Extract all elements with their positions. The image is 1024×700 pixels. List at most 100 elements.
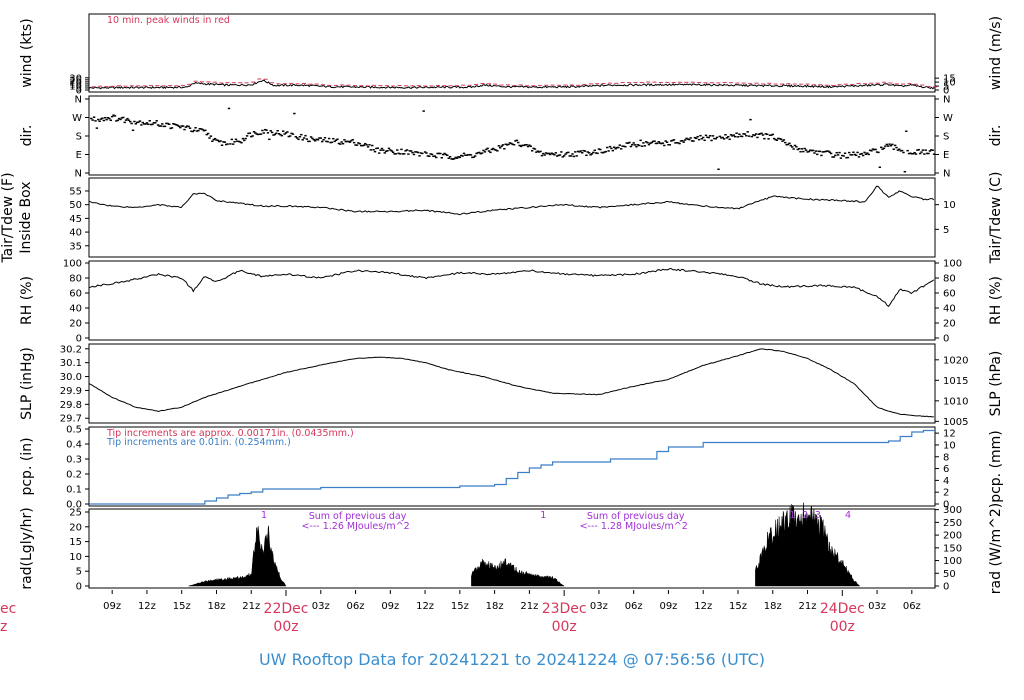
y-axis-label: RH (%): [19, 276, 35, 325]
y-axis-label: SLP (inHg): [19, 347, 35, 420]
edge-day-hour-label: z: [0, 619, 7, 635]
left-tick-label: 80: [69, 274, 82, 285]
right-tick-label: 0: [943, 86, 949, 97]
right-tick-label: 300: [943, 505, 962, 516]
left-tick-label: N: [75, 95, 82, 106]
y-axis-label-right: pcp. (mm): [988, 430, 1004, 503]
time-tick-label: 15z: [451, 601, 469, 612]
panel-frame: [88, 260, 936, 341]
radiation-area: [471, 558, 565, 587]
left-tick-label: 5: [76, 567, 82, 578]
right-tick-label: 5: [943, 225, 949, 236]
y-axis-label-right: RH (%): [988, 276, 1004, 325]
left-tick-label: 60: [69, 289, 82, 300]
time-tick-label: 18z: [486, 601, 504, 612]
right-tick-label: S: [943, 132, 949, 143]
left-tick-label: 25: [69, 508, 82, 519]
tip-mark: 1: [789, 510, 795, 521]
wind-speed-line: [88, 79, 936, 90]
time-tick-label: 21z: [520, 601, 538, 612]
tip-mark: 1: [261, 510, 267, 521]
left-tick-label: 5: [76, 83, 82, 94]
time-tick-label: 21z: [242, 601, 260, 612]
footer-title: UW Rooftop Data for 20241221 to 20241224…: [259, 650, 765, 669]
tip-mark: 3: [815, 510, 821, 521]
left-tick-label: 40: [69, 228, 82, 239]
precip-line: [89, 429, 935, 505]
left-tick-label: W: [72, 113, 82, 124]
radiation-area: [755, 502, 861, 587]
time-tick-label: 18z: [764, 601, 782, 612]
time-tick-label: 06z: [625, 601, 643, 612]
left-tick-label: 30.0: [60, 372, 82, 383]
panel-frame: [88, 343, 936, 424]
right-tick-label: 20: [943, 319, 956, 330]
left-tick-label: 55: [69, 186, 82, 197]
left-tick-label: 20: [69, 77, 82, 88]
left-tick-label: 0: [76, 334, 82, 345]
radiation-sum-title: Sum of previous day: [309, 511, 407, 522]
right-tick-label: 6: [943, 464, 949, 475]
left-tick-label: 0.4: [66, 440, 82, 451]
y-axis-label: wind (kts): [19, 18, 35, 87]
right-tick-label: 60: [943, 289, 956, 300]
right-tick-label: 1020: [943, 355, 968, 366]
left-tick-label: 45: [69, 214, 82, 225]
edge-day-label: ec: [0, 601, 16, 617]
left-tick-label: E: [76, 150, 82, 161]
day-label: 23Dec: [542, 601, 587, 617]
panel-frame: [88, 508, 936, 589]
panel-frame: [88, 177, 936, 258]
y-axis-label: Tair/Tdew (F): [0, 172, 16, 263]
left-tick-label: 50: [69, 200, 82, 211]
left-tick-label: 10: [69, 81, 82, 92]
y-axis-label-right: SLP (hPa): [988, 351, 1004, 417]
time-tick-label: 21z: [799, 601, 817, 612]
tip-mark: 4: [845, 510, 851, 521]
right-tick-label: N: [943, 95, 950, 106]
right-tick-label: 150: [943, 543, 962, 554]
left-tick-label: 0.1: [66, 485, 82, 496]
y-axis-label-right: Tair/Tdew (C): [988, 172, 1004, 265]
y-axis-label: rad(Lgly/hr): [19, 507, 35, 589]
left-tick-label: 20: [69, 522, 82, 533]
left-tick-label: 20: [69, 319, 82, 330]
time-tick-label: 15z: [173, 601, 191, 612]
time-tick-label: 18z: [207, 601, 225, 612]
time-tick-label: 15z: [729, 601, 747, 612]
y-axis-label-right: rad (W/m^2): [988, 503, 1004, 594]
time-tick-label: 06z: [903, 601, 921, 612]
day-label: 24Dec: [820, 601, 865, 617]
left-tick-label: 35: [69, 241, 82, 252]
left-tick-label: 29.8: [60, 400, 82, 411]
time-tick-label: 09z: [659, 601, 677, 612]
tip-mark: 2: [802, 510, 808, 521]
y-axis-label-right: wind (m/s): [988, 16, 1004, 90]
time-tick-label: 12z: [694, 601, 712, 612]
time-tick-label: 06z: [347, 601, 365, 612]
right-tick-label: 15: [943, 74, 956, 85]
precip-note-1: Tip increments are approx. 0.00171in. (0…: [106, 428, 354, 439]
radiation-sum-title: Sum of previous day: [587, 511, 685, 522]
time-axis: 09z 12z 15z 18z 21z 03z 06z 09z 12z 15z 18z 21z 03z 0…: [0, 590, 921, 635]
panel-frame: [88, 426, 936, 507]
tip-mark: 1: [540, 510, 546, 521]
left-tick-label: 40: [69, 304, 82, 315]
left-tick-label: 0: [76, 582, 82, 593]
right-tick-label: 0: [943, 334, 949, 345]
radiation-sum-value: <--- 1.28 MJoules/m^2: [580, 521, 688, 532]
panel-7: 0510152025050100150200250300rad(Lgly/hr)…: [19, 502, 1004, 594]
left-tick-label: 15: [69, 537, 82, 548]
right-tick-label: 200: [943, 531, 962, 542]
panel-5: 29.7 29.8 29.9 30.0 30.1 30.2 1005 1010 1015 1020…: [19, 343, 1004, 428]
right-tick-label: 0: [943, 500, 949, 511]
left-tick-label: 0.2: [66, 470, 82, 481]
series-line: [88, 185, 935, 216]
time-tick-label: 03z: [590, 601, 608, 612]
y-axis-label: dir.: [19, 125, 35, 147]
